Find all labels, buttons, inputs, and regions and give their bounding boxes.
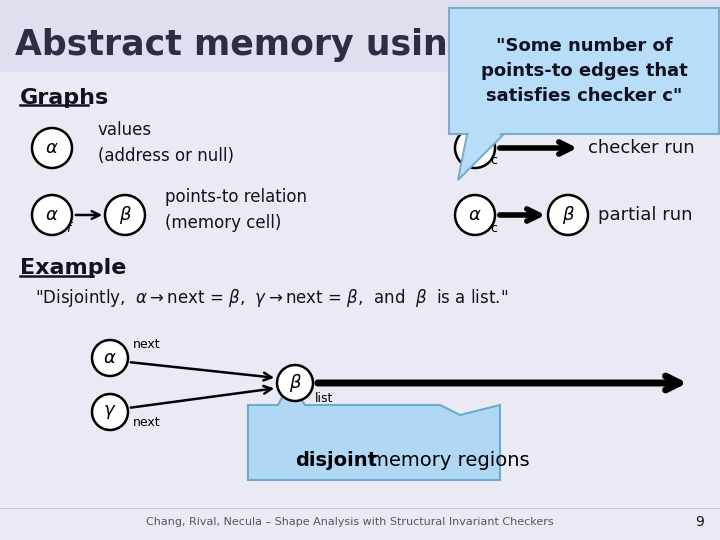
Text: next: next xyxy=(133,338,161,350)
Text: c: c xyxy=(490,154,497,167)
Text: memory regions: memory regions xyxy=(370,450,530,469)
Text: $\beta$: $\beta$ xyxy=(562,204,575,226)
Text: c: c xyxy=(490,222,497,235)
Text: $\alpha$: $\alpha$ xyxy=(468,206,482,224)
Polygon shape xyxy=(461,128,506,170)
Text: checker run: checker run xyxy=(588,139,695,157)
Circle shape xyxy=(32,128,72,168)
Text: values
(address or null): values (address or null) xyxy=(98,121,234,165)
Text: f: f xyxy=(66,222,71,235)
Circle shape xyxy=(277,365,313,401)
Text: "Disjointly,  $\alpha$$\rightarrow$next = $\beta$,  $\gamma$$\rightarrow$next = : "Disjointly, $\alpha$$\rightarrow$next =… xyxy=(35,287,508,309)
Text: Example: Example xyxy=(20,258,127,278)
Polygon shape xyxy=(248,383,500,480)
Text: $\beta$: $\beta$ xyxy=(119,204,132,226)
Text: disjoint: disjoint xyxy=(295,450,377,469)
Text: $\alpha$: $\alpha$ xyxy=(45,139,59,157)
Text: partial run: partial run xyxy=(598,206,693,224)
FancyBboxPatch shape xyxy=(449,8,719,134)
Circle shape xyxy=(548,195,588,235)
Text: points-to relation
(memory cell): points-to relation (memory cell) xyxy=(165,188,307,232)
Text: Chang, Rival, Necula – Shape Analysis with Structural Invariant Checkers: Chang, Rival, Necula – Shape Analysis wi… xyxy=(146,517,554,527)
Text: $\beta$: $\beta$ xyxy=(289,372,302,394)
Circle shape xyxy=(455,128,495,168)
Circle shape xyxy=(92,340,128,376)
Text: list: list xyxy=(315,392,333,404)
Circle shape xyxy=(92,394,128,430)
Text: $\gamma$: $\gamma$ xyxy=(103,403,117,421)
Polygon shape xyxy=(458,130,508,180)
Text: Abstract memory using checkers: Abstract memory using checkers xyxy=(15,28,657,62)
Circle shape xyxy=(32,195,72,235)
Text: "Some number of
points-to edges that
satisfies checker c": "Some number of points-to edges that sat… xyxy=(481,37,688,105)
Circle shape xyxy=(105,195,145,235)
Text: 9: 9 xyxy=(696,515,704,529)
Text: next: next xyxy=(133,415,161,429)
Text: Graphs: Graphs xyxy=(20,88,109,108)
Text: $\alpha$: $\alpha$ xyxy=(468,139,482,157)
Text: $\alpha$: $\alpha$ xyxy=(103,349,117,367)
FancyBboxPatch shape xyxy=(0,0,720,72)
FancyBboxPatch shape xyxy=(0,72,720,540)
Circle shape xyxy=(455,195,495,235)
Text: $\alpha$: $\alpha$ xyxy=(45,206,59,224)
